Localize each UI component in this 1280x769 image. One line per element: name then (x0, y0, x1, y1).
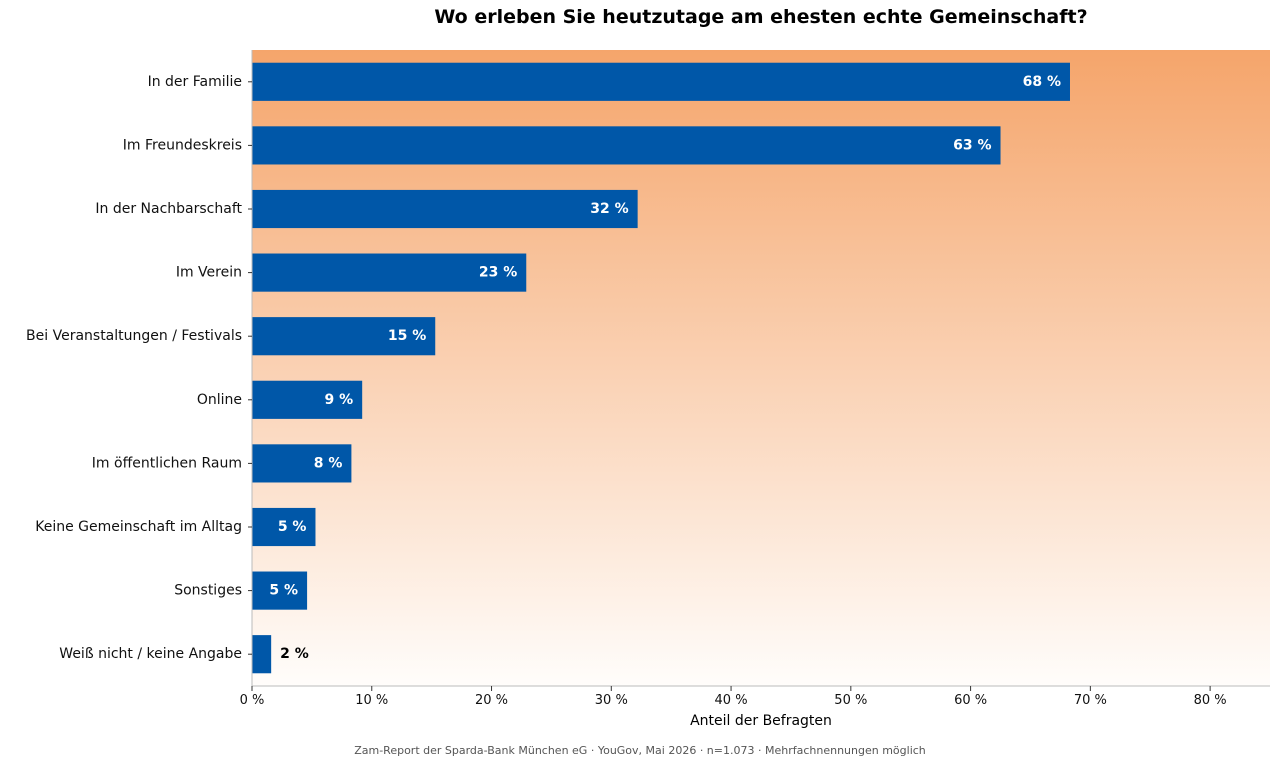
source-footnote: Zam-Report der Sparda-Bank München eG · … (354, 744, 926, 757)
x-tick-label: 70 % (1074, 693, 1107, 708)
x-tick-label: 80 % (1194, 693, 1227, 708)
bar (252, 317, 436, 356)
bar (252, 635, 272, 674)
category-label: In der Familie (148, 74, 242, 90)
bar (252, 380, 363, 419)
bar (252, 189, 638, 229)
bar (252, 444, 352, 483)
x-tick-label: 20 % (475, 693, 508, 708)
category-label: Weiß nicht / keine Angabe (59, 646, 242, 662)
category-label: In der Nachbarschaft (95, 201, 242, 217)
x-tick-label: 10 % (355, 693, 388, 708)
x-tick-label: 30 % (595, 693, 628, 708)
data-label: 68 % (1023, 74, 1061, 90)
category-label: Im öffentlichen Raum (92, 455, 242, 471)
data-label: 5 % (278, 519, 307, 535)
bar (252, 62, 1070, 101)
bar (252, 126, 1001, 165)
bar (252, 571, 308, 610)
data-label: 23 % (479, 265, 517, 281)
category-label: Sonstiges (174, 583, 242, 599)
data-label: 2 % (280, 646, 309, 662)
x-axis-title: Anteil der Befragten (690, 713, 832, 729)
x-tick-label: 40 % (715, 693, 748, 708)
bar (252, 253, 527, 292)
x-tick-label: 60 % (954, 693, 987, 708)
category-label: Bei Veranstaltungen / Festivals (26, 328, 242, 344)
data-label: 15 % (388, 328, 426, 344)
category-label: Keine Gemeinschaft im Alltag (35, 519, 242, 535)
x-tick-label: 0 % (240, 693, 265, 708)
category-label: Online (197, 392, 242, 408)
data-label: 63 % (953, 137, 991, 153)
data-label: 9 % (325, 392, 354, 408)
data-label: 8 % (314, 455, 343, 471)
data-label: 32 % (590, 201, 628, 217)
bar (252, 507, 316, 547)
data-label: 5 % (269, 583, 298, 599)
category-label: Im Verein (176, 265, 242, 281)
category-label: Im Freundeskreis (123, 137, 242, 153)
chart-title: Wo erleben Sie heutzutage am ehesten ech… (434, 6, 1088, 28)
x-tick-label: 50 % (834, 693, 867, 708)
